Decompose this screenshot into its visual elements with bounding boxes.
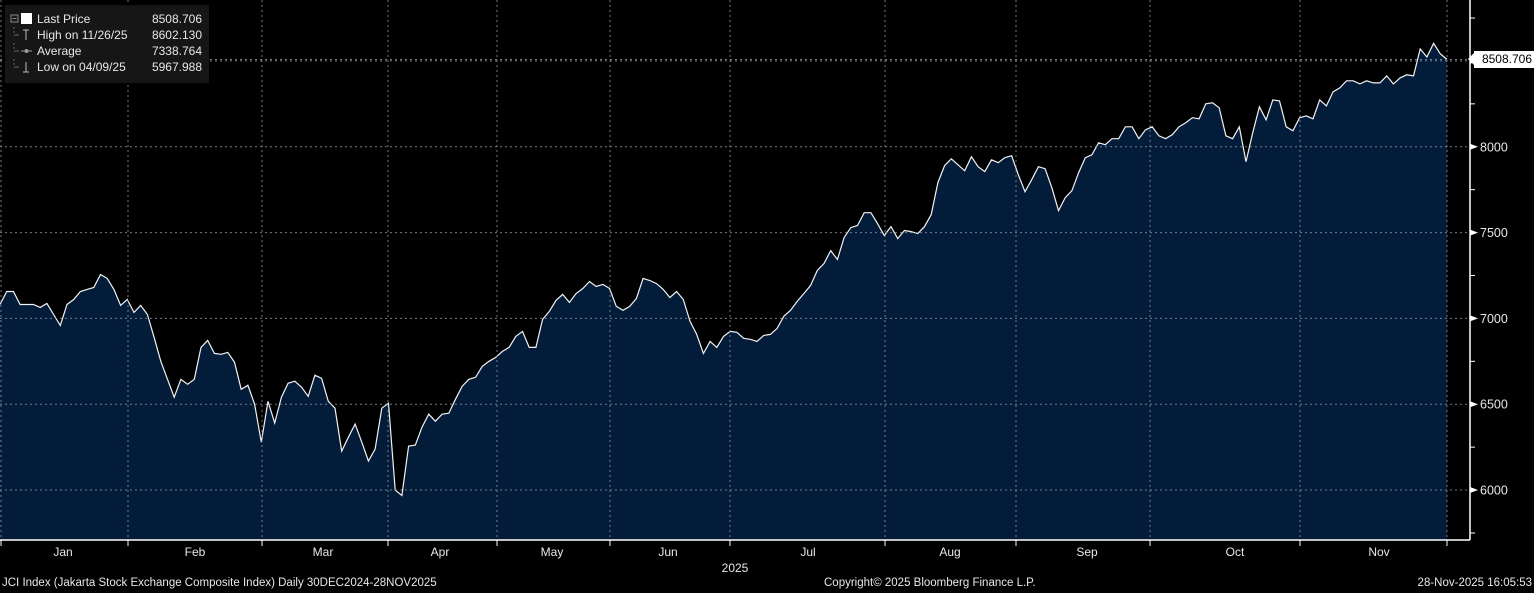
legend-value: 8602.130 [151, 28, 202, 42]
grid-overlay [0, 0, 1470, 540]
last-price-tag: 8508.706 [1468, 50, 1534, 68]
x-axis-label: Feb [185, 545, 206, 559]
low-marker-icon [13, 59, 29, 73]
legend-label: Last Price [37, 12, 91, 26]
y-axis-tick [1470, 487, 1478, 494]
x-axis-year-label: 2025 [722, 561, 749, 575]
y-axis-label: 6500 [1480, 398, 1508, 412]
x-axis-label: Nov [1368, 545, 1389, 559]
legend-label: High on 11/26/25 [37, 28, 128, 42]
x-axis-label: Jun [658, 545, 677, 559]
axes: 6000 6500 7000 7500 8000 Jan Feb Mar Apr May Jun Ju… [0, 0, 1508, 575]
x-axis-label: Jan [53, 545, 72, 559]
legend-item-average: Average 7338.764 [5, 43, 209, 59]
y-axis-label: 8000 [1480, 140, 1508, 154]
legend-item-high: High on 11/26/25 8602.130 [5, 27, 209, 43]
legend-value: 7338.764 [151, 44, 202, 58]
price-area [0, 43, 1447, 541]
legend-item-last-price[interactable]: Last Price 8508.706 [5, 11, 209, 27]
price-line [0, 42, 1448, 497]
average-marker-icon [13, 43, 32, 53]
legend-value: 5967.988 [151, 60, 202, 74]
x-axis-label: May [541, 545, 564, 559]
x-axis-label: Apr [431, 545, 450, 559]
collapse-box-icon[interactable] [9, 11, 33, 27]
y-axis-tick [1470, 143, 1478, 150]
y-axis-tick [1470, 401, 1478, 408]
x-axis-label: Jul [800, 545, 815, 559]
footer-timestamp: 28-Nov-2025 16:05:53 [1417, 577, 1532, 589]
legend: Last Price 8508.706 High on 11/26/25 860… [5, 5, 209, 83]
y-axis-tick [1470, 229, 1478, 236]
legend-value: 8508.706 [151, 12, 202, 26]
y-axis-label: 6000 [1480, 484, 1508, 498]
high-marker-icon [13, 27, 29, 40]
y-axis-label: 7500 [1480, 226, 1508, 240]
legend-label: Low on 04/09/25 [37, 60, 126, 74]
y-axis-label: 7000 [1480, 312, 1508, 326]
footer-copyright: Copyright© 2025 Bloomberg Finance L.P. [824, 577, 1036, 589]
legend-item-low: Low on 04/09/25 5967.988 [5, 59, 209, 75]
x-axis-label: Aug [939, 545, 960, 559]
y-axis-tick [1470, 315, 1478, 322]
x-axis-label: Oct [1226, 545, 1245, 559]
footer-security-description: JCI Index (Jakarta Stock Exchange Compos… [2, 577, 437, 589]
x-axis-label: Mar [313, 545, 334, 559]
legend-label: Average [37, 44, 82, 58]
x-axis-label: Sep [1076, 545, 1098, 559]
